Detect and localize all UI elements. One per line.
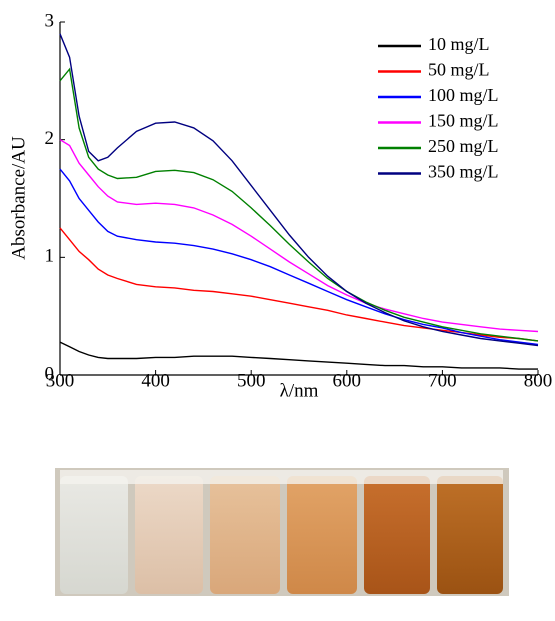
y-tick-label: 1 — [45, 246, 55, 267]
x-tick-label: 500 — [237, 370, 266, 391]
y-tick-label: 0 — [45, 363, 55, 384]
series-line — [59, 168, 539, 346]
series-line — [59, 67, 539, 342]
x-tick-label: 700 — [428, 370, 457, 391]
series-line — [59, 139, 539, 333]
legend-label: 100 mg/L — [428, 85, 499, 105]
legend-label: 50 mg/L — [428, 60, 490, 80]
y-tick-label: 2 — [45, 128, 55, 149]
x-axis-label: λ/nm — [280, 380, 319, 401]
legend-label: 250 mg/L — [428, 136, 499, 156]
series-line — [59, 33, 539, 347]
x-tick-label: 800 — [524, 370, 553, 391]
vial-photo — [55, 468, 509, 596]
x-tick-label: 300 — [46, 370, 75, 391]
x-tick-label: 400 — [141, 370, 170, 391]
series-line — [59, 227, 539, 342]
legend-label: 150 mg/L — [428, 111, 499, 131]
legend-label: 350 mg/L — [428, 162, 499, 182]
legend-label: 10 mg/L — [428, 34, 490, 54]
y-tick-label: 3 — [45, 10, 55, 31]
x-tick-label: 600 — [333, 370, 362, 391]
y-axis-label: Absorbance/AU — [8, 136, 29, 260]
series-line — [59, 341, 538, 370]
